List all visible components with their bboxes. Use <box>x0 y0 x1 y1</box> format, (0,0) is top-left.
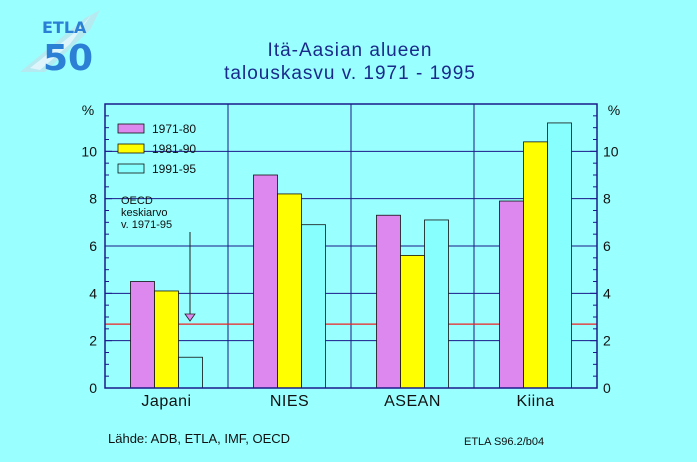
y-tick-label-left: 2 <box>89 333 97 349</box>
legend-label-1991-95: 1991-95 <box>152 162 196 176</box>
annotation-line-2: keskiarvo <box>121 207 167 219</box>
y-tick-label-left: 10 <box>81 143 97 159</box>
source-note: Lähde: ADB, ETLA, IMF, OECD <box>108 431 290 446</box>
annotation-line-1: OECD <box>121 195 153 207</box>
chart-title-line-2: talouskasvu v. 1971 - 1995 <box>224 63 476 84</box>
plot-area: 0 2 4 6 8 10 0 2 4 6 8 10 Japani NIES ASEAN Kiina <box>81 103 619 410</box>
etla-logo: ETLA 50 <box>20 10 100 79</box>
chart-code: ETLA S96.2/b04 <box>464 436 544 448</box>
bar-nies-1971-80 <box>253 174 278 389</box>
bar-kiina-1981-90 <box>523 141 548 389</box>
x-label-japani: Japani <box>141 393 191 410</box>
logo-text-50: 50 <box>43 38 93 79</box>
bar-japani-1991-95 <box>178 356 203 389</box>
bars <box>130 122 572 389</box>
annotation-arrow-head <box>184 313 196 322</box>
y-tick-label-left: 6 <box>89 238 97 254</box>
bar-asean-1971-80 <box>376 214 401 389</box>
bar-asean-1991-95 <box>424 219 449 389</box>
y-tick-label-left: 0 <box>89 380 97 396</box>
chart-title-line-1: Itä-Aasian alueen <box>268 40 433 61</box>
y-tick-label-right: 10 <box>603 143 619 159</box>
y-tick-label-right: 2 <box>603 333 611 349</box>
legend-swatch-1971-80 <box>117 123 145 134</box>
bar-kiina-1971-80 <box>499 200 524 389</box>
oecd-annotation: OECD keskiarvo v. 1971-95 <box>121 195 196 322</box>
bar-nies-1981-90 <box>277 193 302 389</box>
bar-nies-1991-95 <box>301 224 326 389</box>
y-unit-left: % <box>82 102 94 118</box>
bar-kiina-1991-95 <box>547 122 572 389</box>
legend-swatch-1991-95 <box>117 163 145 174</box>
x-label-kiina: Kiina <box>516 393 554 410</box>
bar-japani-1981-90 <box>154 290 179 389</box>
y-tick-label-right: 8 <box>603 191 611 207</box>
y-tick-label-left: 8 <box>89 191 97 207</box>
legend-label-1971-80: 1971-80 <box>152 122 196 136</box>
annotation-line-3: v. 1971-95 <box>121 219 172 231</box>
y-tick-label-right: 6 <box>603 238 611 254</box>
bar-asean-1981-90 <box>400 255 425 389</box>
logo-text-top: ETLA <box>42 18 87 37</box>
legend-swatch-1981-90 <box>117 143 145 154</box>
x-label-nies: NIES <box>270 393 309 410</box>
y-unit-right: % <box>608 102 620 118</box>
y-axis-right: 0 2 4 6 8 10 <box>590 115 619 396</box>
legend-label-1981-90: 1981-90 <box>152 142 196 156</box>
legend: 1971-80 1981-90 1991-95 <box>117 122 196 176</box>
y-axis-left: 0 2 4 6 8 10 <box>81 115 112 396</box>
x-axis-labels: Japani NIES ASEAN Kiina <box>141 393 554 410</box>
y-tick-label-right: 0 <box>603 380 611 396</box>
y-tick-label-right: 4 <box>603 285 611 301</box>
bar-japani-1971-80 <box>130 281 155 389</box>
y-tick-label-left: 4 <box>89 285 97 301</box>
x-label-asean: ASEAN <box>384 393 441 410</box>
